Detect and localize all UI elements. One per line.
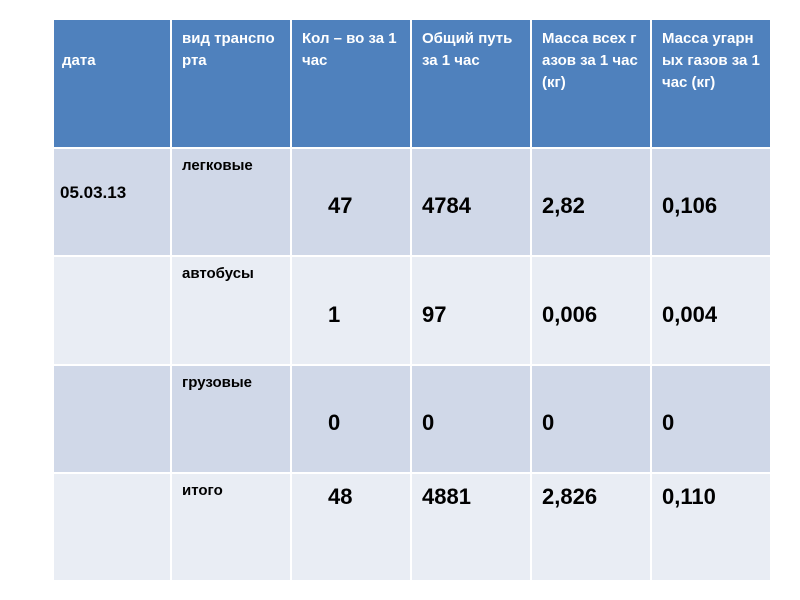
kind-cell: итого <box>170 471 292 583</box>
value-cell: 0,106 <box>650 147 772 258</box>
header-cell: Масса угарных газов за 1 час (кг) <box>650 17 772 150</box>
kind-cell: грузовые <box>170 363 292 474</box>
value-cell: 2,826 <box>530 471 652 583</box>
value-cell: 1 <box>290 255 412 366</box>
header-cell: Масса всех газов за 1 час (кг) <box>530 17 652 150</box>
value-cell: 0 <box>530 363 652 474</box>
date-cell <box>52 471 172 583</box>
value-cell: 4784 <box>410 147 532 258</box>
value-cell: 48 <box>290 471 412 583</box>
date-cell <box>52 363 172 474</box>
header-row: дата вид транспорта Кол – во за 1 час Об… <box>52 17 772 150</box>
value-cell: 0 <box>290 363 412 474</box>
value-cell: 0 <box>650 363 772 474</box>
value-cell: 4881 <box>410 471 532 583</box>
value-cell: 97 <box>410 255 532 366</box>
kind-cell: автобусы <box>170 255 292 366</box>
value-cell: 0 <box>410 363 532 474</box>
data-table: дата вид транспорта Кол – во за 1 час Об… <box>52 17 772 583</box>
value-cell: 0,004 <box>650 255 772 366</box>
header-cell: вид транспорта <box>170 17 292 150</box>
table-row: 05.03.13 легковые 47 4784 2,82 0,106 <box>52 147 772 258</box>
value-cell: 0,110 <box>650 471 772 583</box>
table-row: грузовые 0 0 0 0 <box>52 363 772 474</box>
value-cell: 47 <box>290 147 412 258</box>
header-cell: дата <box>52 17 172 150</box>
table-row: автобусы 1 97 0,006 0,004 <box>52 255 772 366</box>
value-cell: 0,006 <box>530 255 652 366</box>
header-cell: Кол – во за 1 час <box>290 17 412 150</box>
header-cell: Общий путь за 1 час <box>410 17 532 150</box>
table-row: итого 48 4881 2,826 0,110 <box>52 471 772 583</box>
kind-cell: легковые <box>170 147 292 258</box>
value-cell: 2,82 <box>530 147 652 258</box>
date-cell <box>52 255 172 366</box>
date-cell: 05.03.13 <box>52 147 172 258</box>
